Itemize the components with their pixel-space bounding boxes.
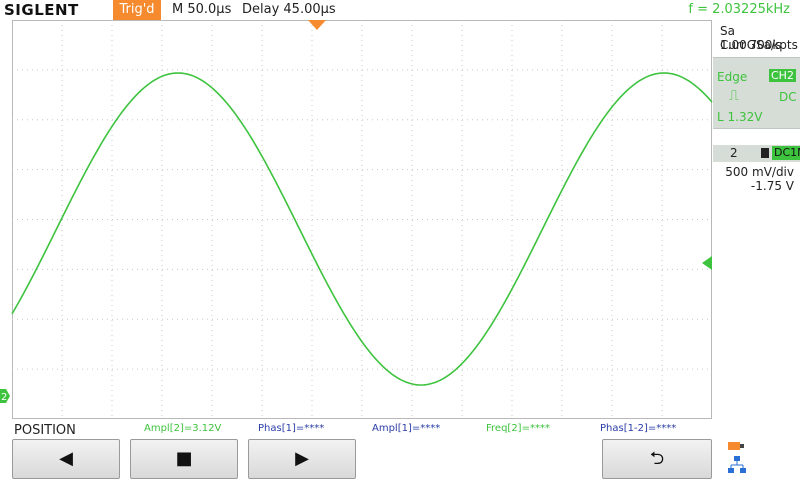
usb-storage-icon — [728, 442, 744, 450]
status-icons — [726, 440, 756, 478]
menu-title-position: POSITION — [14, 423, 76, 438]
trigger-source-badge: CH2 — [769, 69, 796, 82]
memory-depth: Curr 700kpts — [720, 38, 798, 52]
stop-button[interactable]: ■ — [130, 439, 238, 479]
move-right-button[interactable]: ▶ — [248, 439, 356, 479]
channel-number: 2 — [730, 146, 738, 160]
channel-offset: -1.75 V — [751, 179, 794, 193]
stop-square-icon: ■ — [131, 449, 237, 469]
trigger-type: Edge — [717, 70, 747, 84]
ch2-marker-label: 2 — [1, 392, 7, 403]
trigger-level-marker[interactable] — [702, 256, 712, 270]
measurement-ampl-1: Ampl[1]=**** — [372, 423, 440, 435]
trigger-coupling: DC — [779, 90, 797, 104]
falling-edge-icon: ⎍ — [729, 89, 739, 103]
measurement-ampl-2: Ampl[2]=3.12V — [144, 423, 221, 435]
return-arrow-icon: ⮌ — [603, 449, 711, 469]
graticule — [12, 20, 712, 419]
bandwidth-limit-icon — [761, 148, 769, 158]
measurement-phas-1-2: Phas[1-2]=**** — [600, 423, 676, 435]
network-icon — [728, 456, 746, 473]
left-arrow-icon: ◀ — [13, 449, 119, 469]
volts-per-div: 500 mV/div — [725, 165, 794, 179]
measurement-phas-1: Phas[1]=**** — [258, 423, 324, 435]
trigger-position-marker[interactable] — [308, 20, 326, 30]
right-arrow-icon: ▶ — [249, 449, 355, 469]
back-button[interactable]: ⮌ — [602, 439, 712, 479]
channel-coupling-badge: DC1M — [772, 146, 800, 160]
channel-2-info-box[interactable]: 2 DC1M 500 mV/div -1.75 V — [713, 145, 800, 195]
channel-2-header: 2 DC1M — [713, 145, 800, 162]
trigger-level: L 1.32V — [717, 110, 762, 124]
measurement-freq-2: Freq[2]=**** — [486, 423, 550, 435]
trigger-info-box[interactable]: Edge CH2 ⎍ DC L 1.32V — [713, 57, 800, 129]
ch2-offset-marker[interactable]: 2 — [0, 388, 10, 402]
move-left-button[interactable]: ◀ — [12, 439, 120, 479]
